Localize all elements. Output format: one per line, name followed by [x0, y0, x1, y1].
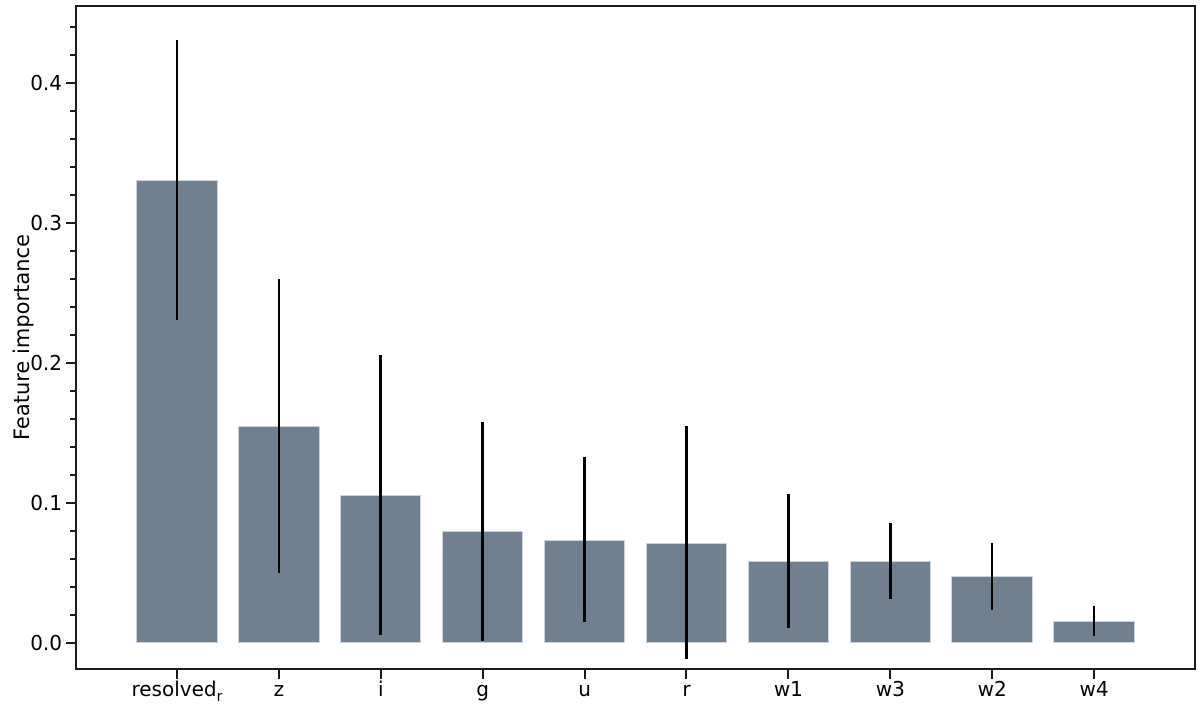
y-minor-tick: [70, 530, 75, 533]
error-bar-w1: [787, 493, 790, 628]
error-bar-w4: [1092, 605, 1096, 637]
y-axis-title: Feature importance: [10, 233, 34, 441]
y-minor-tick: [70, 586, 75, 589]
y-minor-tick: [70, 390, 75, 393]
y-minor-tick: [70, 474, 75, 477]
x-major-tick: [277, 670, 280, 679]
y-minor-tick: [70, 306, 75, 309]
y-tick-label: 0.1: [30, 491, 62, 516]
x-tick-label-z: z: [273, 677, 285, 701]
x-tick-label-u: u: [578, 677, 591, 701]
x-major-tick: [685, 670, 688, 679]
x-major-tick: [583, 670, 586, 679]
y-minor-tick: [70, 166, 75, 169]
x-major-tick: [787, 670, 790, 679]
error-bar-i: [379, 355, 382, 635]
x-major-tick: [889, 670, 892, 679]
x-major-tick: [379, 670, 382, 679]
y-minor-tick: [70, 418, 75, 421]
x-tick-label-subscript: r: [216, 689, 223, 705]
error-bar-w2: [990, 542, 994, 610]
error-bar-g: [481, 422, 484, 641]
error-bar-z: [277, 279, 281, 574]
error-bar-u: [583, 457, 586, 623]
x-tick-label-w2: w2: [977, 677, 1007, 701]
y-tick-label: 0.2: [30, 351, 62, 376]
y-minor-tick: [70, 138, 75, 141]
y-tick-label: 0.3: [30, 211, 62, 236]
x-tick-label-resolved_r: resolvedr: [131, 677, 223, 705]
y-tick-label: 0.0: [30, 631, 62, 656]
y-minor-tick: [70, 446, 75, 449]
x-major-tick: [175, 670, 178, 679]
y-major-tick: [66, 502, 75, 505]
x-tick-label-w4: w4: [1079, 677, 1109, 701]
y-minor-tick: [70, 26, 75, 29]
x-major-tick: [991, 670, 994, 679]
y-minor-tick: [70, 614, 75, 617]
x-major-tick: [481, 670, 484, 679]
y-minor-tick: [70, 278, 75, 281]
plot-area: [75, 5, 1196, 670]
y-minor-tick: [70, 558, 75, 561]
x-tick-label-i: i: [377, 677, 384, 701]
error-bar-resolved_r: [175, 40, 179, 320]
y-major-tick: [66, 362, 75, 365]
y-major-tick: [66, 82, 75, 85]
x-tick-label-w1: w1: [773, 677, 803, 701]
y-minor-tick: [70, 54, 75, 57]
x-tick-label-g: g: [476, 677, 489, 701]
y-minor-tick: [70, 334, 75, 337]
x-tick-label-r: r: [682, 677, 691, 701]
y-tick-label: 0.4: [30, 71, 62, 96]
y-major-tick: [66, 222, 75, 225]
y-major-tick: [66, 642, 75, 645]
error-bar-r: [685, 426, 688, 659]
y-minor-tick: [70, 110, 75, 113]
error-bar-w3: [889, 523, 892, 599]
x-tick-label-w3: w3: [875, 677, 905, 701]
y-minor-tick: [70, 194, 75, 197]
x-major-tick: [1093, 670, 1096, 679]
y-minor-tick: [70, 250, 75, 253]
